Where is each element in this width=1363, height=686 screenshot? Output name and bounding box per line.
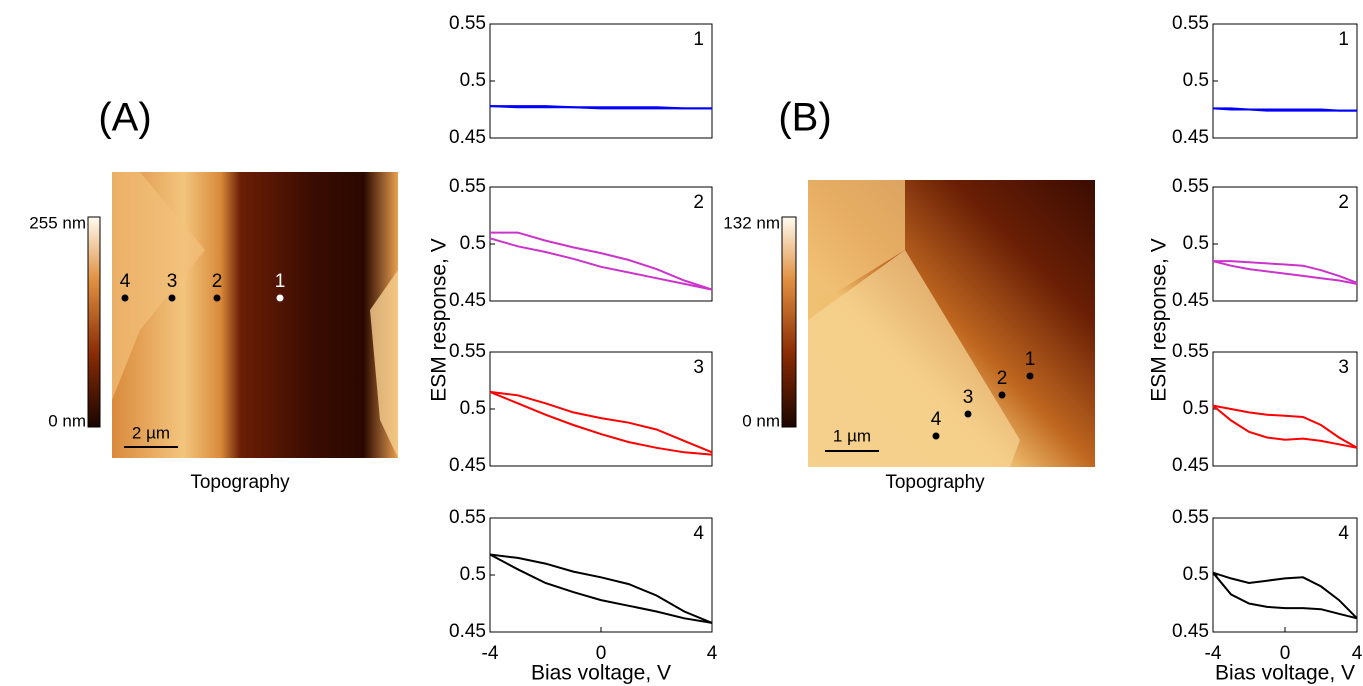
- plot-annotation: 4: [1338, 523, 1349, 544]
- x-tick-label: 0: [596, 643, 607, 664]
- colorbar-max: 255 nm: [29, 213, 86, 232]
- loop-branch: [489, 105, 712, 110]
- y-tick-label: 0.5: [460, 564, 486, 585]
- point-label: 4: [931, 409, 942, 430]
- point-marker: [213, 294, 221, 302]
- x-axis-label: Bias voltage, V: [1215, 662, 1355, 685]
- topography-image-b: [808, 180, 1095, 467]
- y-tick-label: 0.55: [1172, 341, 1209, 362]
- y-tick-label: 0.45: [1172, 290, 1209, 311]
- caption: Topography: [885, 472, 985, 493]
- y-tick-label: 0.55: [1172, 13, 1209, 34]
- y-tick-label: 0.55: [449, 341, 486, 362]
- plot-annotation: 2: [693, 192, 704, 213]
- point-label: 2: [997, 368, 1008, 389]
- x-tick-label: 4: [707, 643, 718, 664]
- y-axis-label: ESM response, V: [428, 238, 451, 401]
- topography-image-a: [112, 172, 398, 458]
- loop-branch: [489, 553, 713, 624]
- plot-annotation: 2: [1338, 192, 1349, 213]
- loop-branch: [489, 237, 713, 291]
- plot-annotation: 3: [1338, 357, 1349, 378]
- y-tick-label: 0.45: [1172, 127, 1209, 148]
- loop-branch: [489, 390, 713, 454]
- plot-frame: [489, 23, 713, 139]
- y-tick-label: 0.45: [449, 127, 486, 148]
- colorbar-max: 132 nm: [723, 213, 780, 232]
- point-label: 3: [963, 387, 974, 408]
- x-tick-label: 4: [1352, 643, 1363, 664]
- y-tick-label: 0.55: [1172, 507, 1209, 528]
- colorbar-min: 0 nm: [742, 411, 780, 430]
- point-marker: [998, 391, 1006, 399]
- y-tick-label: 0.55: [449, 13, 486, 34]
- point-marker: [121, 294, 129, 302]
- y-tick-label: 0.5: [1183, 398, 1209, 419]
- y-tick-label: 0.45: [449, 455, 486, 476]
- plot-frame: [489, 351, 713, 467]
- x-tick-label: -4: [482, 643, 499, 664]
- y-tick-label: 0.55: [449, 176, 486, 197]
- y-axis-label: ESM response, V: [1148, 238, 1171, 401]
- x-tick-label: -4: [1205, 643, 1222, 664]
- point-label: 1: [275, 271, 286, 292]
- point-marker: [964, 410, 972, 418]
- y-tick-label: 0.5: [1183, 564, 1209, 585]
- colorbar-b: [781, 216, 797, 428]
- y-tick-label: 0.5: [460, 233, 486, 254]
- colorbar-min: 0 nm: [48, 411, 86, 430]
- plot-annotation: 1: [693, 29, 704, 50]
- point-label: 2: [212, 271, 223, 292]
- loop-branch: [1212, 260, 1358, 285]
- y-tick-label: 0.5: [460, 398, 486, 419]
- point-label: 3: [167, 271, 178, 292]
- plot-frame: [1212, 23, 1358, 139]
- plot-annotation: 1: [1338, 29, 1349, 50]
- plot-frame: [1212, 517, 1358, 633]
- loop-branch: [489, 553, 713, 624]
- y-tick-label: 0.55: [449, 507, 486, 528]
- x-axis-label: Bias voltage, V: [531, 662, 671, 685]
- loop-branch: [1212, 571, 1358, 620]
- y-tick-label: 0.45: [1172, 621, 1209, 642]
- loop-branch: [1212, 404, 1358, 449]
- plot-annotation: 3: [693, 357, 704, 378]
- y-tick-label: 0.5: [460, 70, 486, 91]
- panel-label: (B): [778, 96, 831, 140]
- plot-annotation: 4: [693, 523, 704, 544]
- point-label: 4: [120, 271, 131, 292]
- point-marker: [932, 432, 940, 440]
- loop-branch: [1212, 404, 1358, 449]
- loop-branch: [490, 231, 713, 291]
- loop-branch: [1213, 260, 1358, 284]
- plot-frame: [1212, 186, 1358, 302]
- y-tick-label: 0.5: [1183, 70, 1209, 91]
- x-tick-label: 0: [1280, 643, 1291, 664]
- y-tick-label: 0.55: [1172, 176, 1209, 197]
- point-label: 1: [1025, 349, 1036, 370]
- loop-branch: [489, 390, 713, 456]
- loop-branch: [1212, 107, 1357, 112]
- scale-bar-label: 1 µm: [833, 426, 871, 445]
- panel-label: (A): [98, 96, 151, 140]
- y-tick-label: 0.45: [449, 621, 486, 642]
- plot-frame: [489, 517, 713, 633]
- point-marker: [276, 294, 284, 302]
- point-marker: [1026, 372, 1034, 380]
- colorbar-a: [87, 216, 101, 428]
- y-tick-label: 0.5: [1183, 233, 1209, 254]
- scale-bar-label: 2 µm: [132, 423, 170, 442]
- caption: Topography: [190, 472, 290, 493]
- loop-branch: [1212, 572, 1358, 620]
- plot-frame: [489, 186, 713, 302]
- point-marker: [168, 294, 176, 302]
- y-tick-label: 0.45: [449, 290, 486, 311]
- y-tick-label: 0.45: [1172, 455, 1209, 476]
